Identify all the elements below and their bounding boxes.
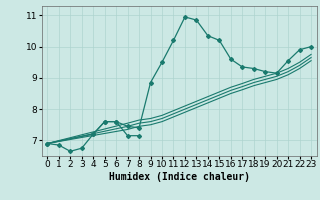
X-axis label: Humidex (Indice chaleur): Humidex (Indice chaleur) xyxy=(109,172,250,182)
